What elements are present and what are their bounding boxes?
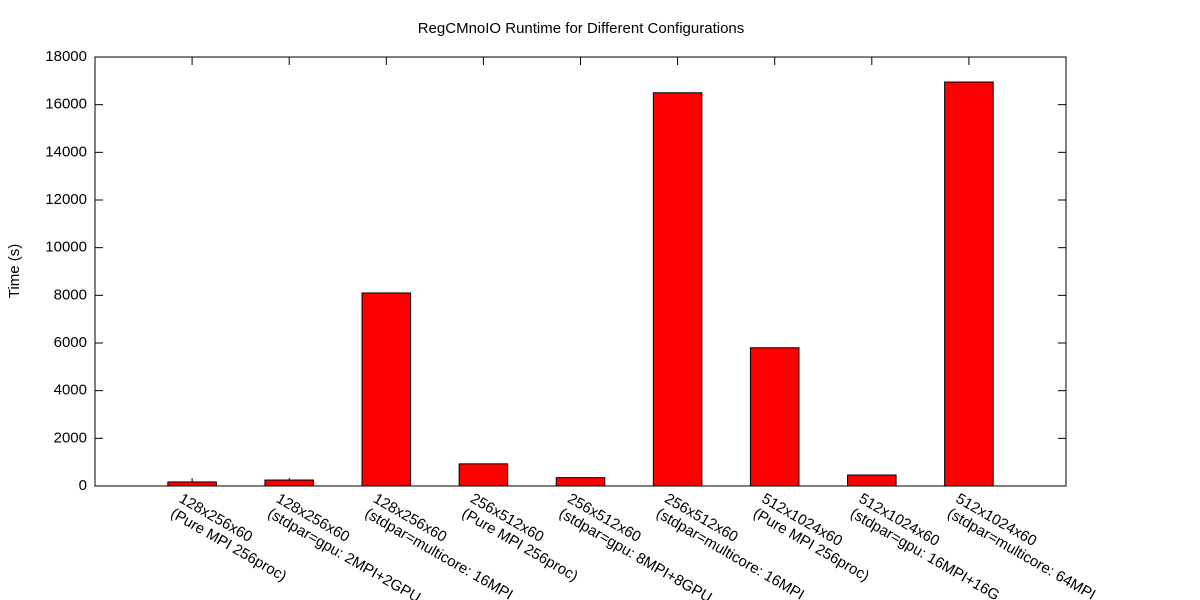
chart-title: RegCMnoIO Runtime for Different Configur… bbox=[418, 20, 745, 37]
bar bbox=[944, 81, 994, 487]
y-tick-label: 4000 bbox=[54, 382, 87, 399]
bar bbox=[167, 481, 217, 487]
bar bbox=[361, 292, 412, 487]
y-tick-label: 10000 bbox=[45, 239, 87, 256]
bar bbox=[555, 477, 606, 487]
y-tick-label: 16000 bbox=[45, 96, 87, 113]
bar bbox=[749, 347, 800, 487]
y-tick-label: 0 bbox=[79, 477, 87, 494]
bar bbox=[652, 92, 703, 487]
y-tick-label: 6000 bbox=[54, 334, 87, 351]
bar bbox=[458, 463, 509, 487]
bar bbox=[264, 479, 314, 487]
y-tick-label: 14000 bbox=[45, 143, 87, 160]
y-tick-label: 2000 bbox=[54, 429, 87, 446]
y-tick-label: 8000 bbox=[54, 286, 87, 303]
y-tick-label: 12000 bbox=[45, 191, 87, 208]
y-tick-label: 18000 bbox=[45, 48, 87, 65]
y-axis-label: Time (s) bbox=[6, 244, 23, 298]
plot-frame bbox=[94, 56, 1067, 487]
bar bbox=[847, 474, 897, 487]
